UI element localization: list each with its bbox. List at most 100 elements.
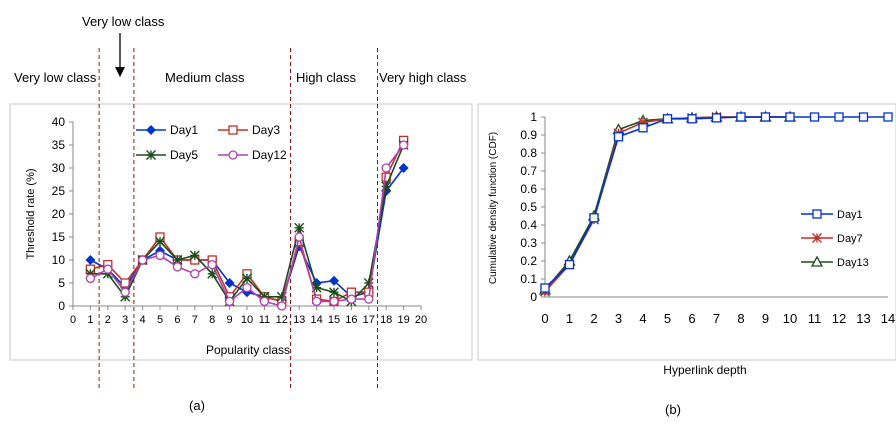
chart-b-point-day1 xyxy=(711,113,722,123)
chart-a-y-tick-label: 40 xyxy=(52,115,66,129)
chart-a-x-tick-label: 0 xyxy=(70,314,76,326)
star-marker-stroke xyxy=(189,250,200,261)
star-marker-stroke xyxy=(812,233,822,243)
chart-a-point-day1 xyxy=(85,255,96,265)
chart-b-point-day1 xyxy=(638,123,648,133)
chart-b-x-tick-label: 11 xyxy=(808,311,822,326)
chart-a-x-tick-label: 18 xyxy=(380,314,392,326)
chart-a-point-day12 xyxy=(85,273,96,284)
chart-b-y-tick-label: 0.8 xyxy=(520,146,537,160)
chart-b-point-day1 xyxy=(613,132,624,142)
chart-b-x-tick-label: 12 xyxy=(832,311,846,326)
chart-b-y-tick-label: 0.5 xyxy=(520,200,537,214)
chart-b-x-tick-label: 2 xyxy=(590,311,597,326)
chart-a-ylabel: Threshold rate (%) xyxy=(25,168,37,259)
chart-b-x-tick-label: 14 xyxy=(881,311,895,326)
chart-b-point-day1 xyxy=(785,112,795,122)
chart-b-x-tick-label: 10 xyxy=(783,311,797,326)
chart-a-point-day12 xyxy=(294,232,304,242)
chart-a-legend-label: Day12 xyxy=(252,148,287,162)
chart-a-point-day1 xyxy=(224,278,235,288)
chart-b-x-tick-label: 3 xyxy=(615,311,622,326)
chart-a-x-tick-label: 3 xyxy=(122,314,128,326)
chart-a-point-day12 xyxy=(190,269,200,279)
chart-b-y-tick-label: 1 xyxy=(530,110,537,124)
chart-a-x-tick-label: 13 xyxy=(293,314,305,326)
chart-a-frame xyxy=(9,103,473,361)
chart-a-point-day12 xyxy=(311,296,322,307)
chart-a-x-tick-label: 14 xyxy=(310,314,322,326)
chart-b-frame xyxy=(477,103,896,361)
arrow-down-icon xyxy=(115,67,125,77)
chart-a-point-day12 xyxy=(398,140,409,150)
chart-a-y-tick-label: 0 xyxy=(58,299,65,313)
chart-a-point-day12 xyxy=(346,294,357,304)
chart-a-point-day12 xyxy=(242,282,252,293)
star-marker-stroke xyxy=(172,255,183,265)
chart-b-legend-marker xyxy=(810,255,824,267)
chart-a-y-tick-label: 35 xyxy=(52,138,66,152)
chart-b-x-tick-label: 7 xyxy=(713,311,720,326)
chart-a-legend-marker xyxy=(228,150,238,160)
chart-a-point-day12 xyxy=(259,296,270,307)
chart-b-point-day1 xyxy=(564,259,575,270)
chart-a-point-day5 xyxy=(329,287,339,298)
chart-b-point-day1 xyxy=(809,112,820,122)
chart-b-x-tick-label: 5 xyxy=(664,311,671,326)
chart-b-point-day1 xyxy=(589,213,599,223)
chart-b-legend-marker xyxy=(812,233,822,243)
chart-b-ylabel: Cumulative density function (CDF) xyxy=(488,132,499,284)
chart-a-point-day12 xyxy=(172,262,183,272)
chart-a-point-day1 xyxy=(329,275,339,286)
star-marker-stroke xyxy=(242,273,252,284)
chart-b-x-tick-label: 4 xyxy=(639,311,646,326)
chart-b-point-day1 xyxy=(760,112,771,122)
chart-b-y-tick-label: 0.1 xyxy=(520,272,537,286)
chart-a-point-day12 xyxy=(103,264,113,274)
chart-b-legend-label: Day13 xyxy=(837,257,869,269)
chart-a-point-day12 xyxy=(207,259,217,270)
chart-a-point-day12 xyxy=(364,294,374,304)
chart-a-point-day12 xyxy=(155,250,165,261)
chart-a-x-tick-label: 1 xyxy=(87,314,93,326)
chart-a-y-tick-label: 5 xyxy=(58,276,65,290)
chart-a-point-day5 xyxy=(189,250,200,261)
chart-a-point-day12 xyxy=(381,163,391,173)
chart-b-point-day1 xyxy=(662,114,673,124)
chart-a-x-tick-label: 20 xyxy=(415,314,427,326)
chart-a-legend-label: Day1 xyxy=(170,123,198,137)
chart-a-y-tick-label: 20 xyxy=(52,207,66,221)
class-label-very-high: Very high class xyxy=(379,70,467,85)
chart-a-x-tick-label: 4 xyxy=(140,314,146,326)
chart-a-x-tick-label: 6 xyxy=(174,314,180,326)
chart-a-point-day5 xyxy=(172,255,183,265)
star-marker-stroke xyxy=(155,236,165,247)
panel-label-a: (a) xyxy=(189,398,205,413)
chart-a-point-day12 xyxy=(277,301,287,311)
star-marker-stroke xyxy=(294,222,305,233)
chart-a-x-tick-label: 15 xyxy=(328,314,340,326)
chart-a-x-tick-label: 9 xyxy=(227,314,233,326)
chart-a-x-tick-label: 19 xyxy=(397,314,409,326)
chart-b-legend-marker xyxy=(812,209,822,219)
chart-b-series-line-day7 xyxy=(544,116,790,293)
chart-a-x-tick-label: 16 xyxy=(345,314,357,326)
chart-b-x-tick-label: 8 xyxy=(737,311,744,326)
chart-b-y-tick-label: 0.6 xyxy=(520,182,537,196)
chart-a-legend-label: Day5 xyxy=(170,148,198,162)
chart-a-point-day5 xyxy=(294,222,305,233)
chart-b-y-tick-label: 0.3 xyxy=(520,236,537,250)
chart-a-point-day12 xyxy=(137,255,148,265)
chart-a-x-tick-label: 8 xyxy=(209,314,215,326)
chart-a-legend-marker xyxy=(228,125,238,135)
chart-b-x-tick-label: 1 xyxy=(566,311,573,326)
chart-a-xlabel: Popularity class xyxy=(206,343,290,357)
chart-b-series-line-day13 xyxy=(544,116,790,291)
chart-b-point-day1 xyxy=(883,112,893,122)
chart-b-x-tick-label: 9 xyxy=(762,311,769,326)
chart-a-y-tick-label: 30 xyxy=(52,161,66,175)
chart-a-legend-marker xyxy=(146,150,156,160)
chart-a-x-tick-label: 11 xyxy=(259,314,270,326)
